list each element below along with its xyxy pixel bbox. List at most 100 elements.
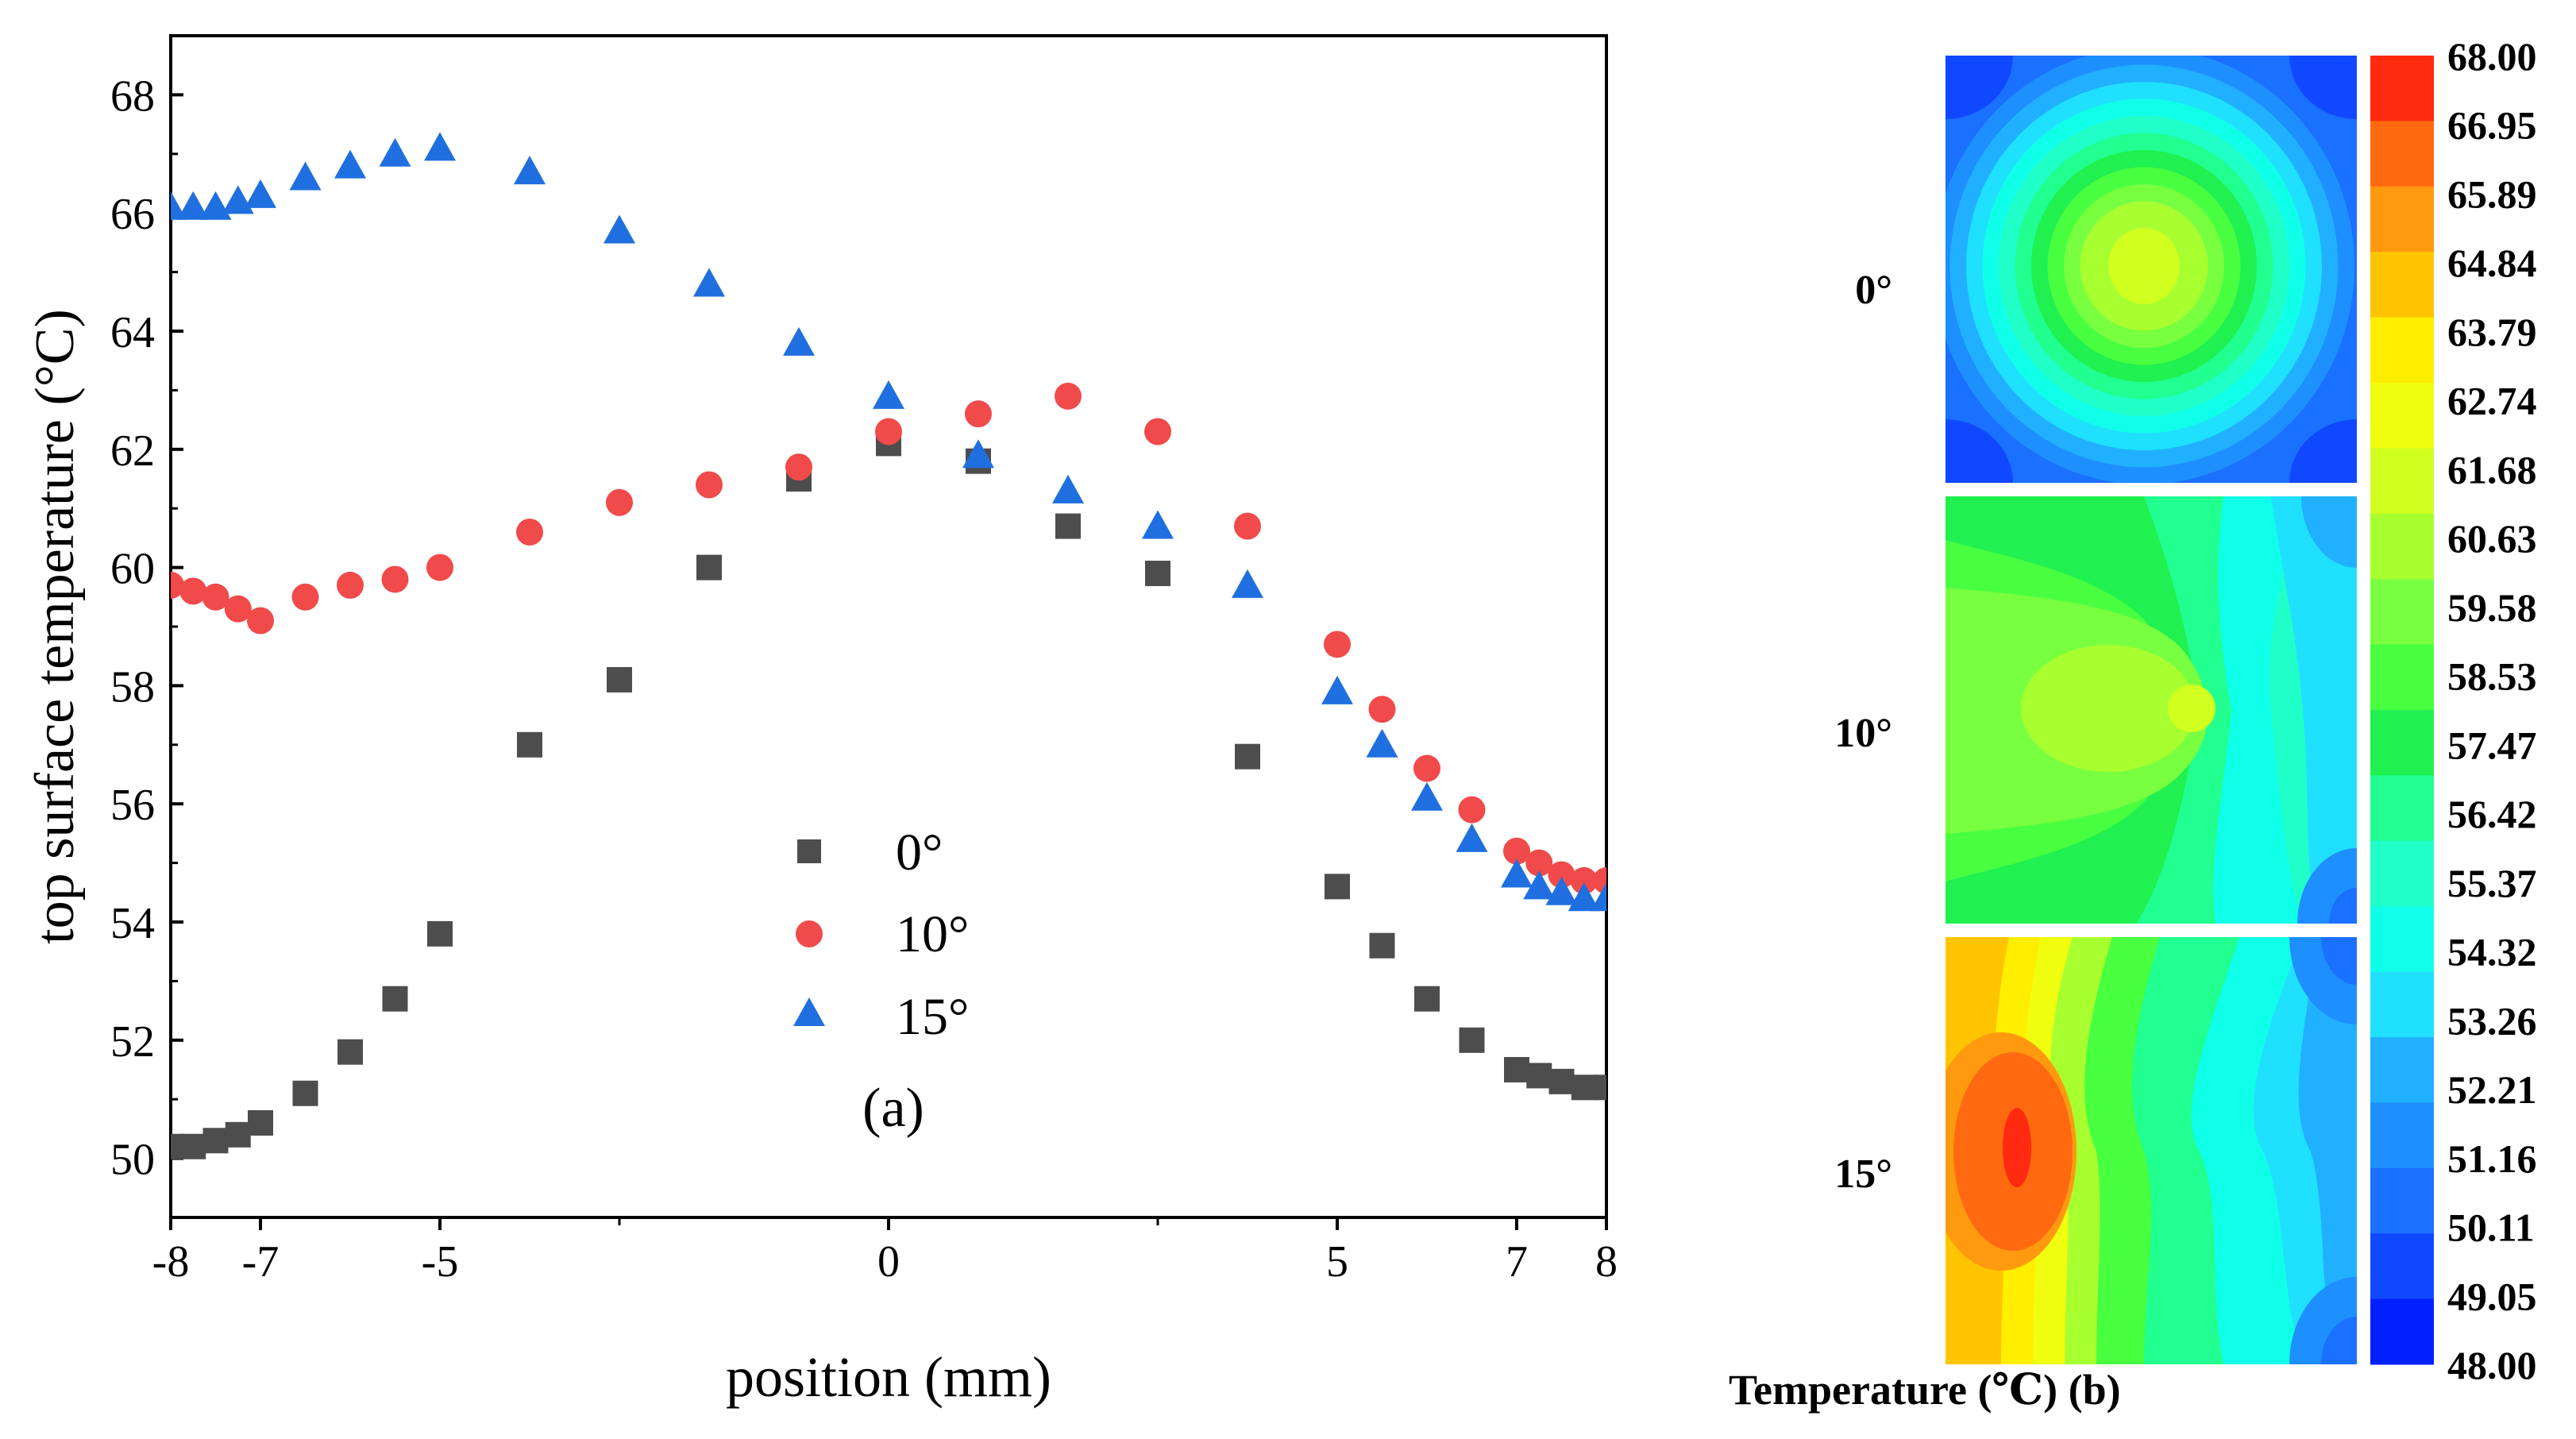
legend: 0° 10° 15° <box>793 824 969 1046</box>
marker-15deg <box>1456 823 1488 852</box>
marker-10deg <box>875 418 902 446</box>
marker-0deg <box>292 1080 318 1106</box>
colorbar-segment <box>2370 317 2434 384</box>
marker-0deg <box>337 1039 363 1065</box>
y-tick-label: 58 <box>110 662 155 712</box>
marker-15deg <box>424 132 456 161</box>
colorbar-segment <box>2370 710 2434 776</box>
marker-0deg <box>1571 1074 1597 1101</box>
colorbar-segment <box>2370 644 2434 711</box>
marker-15deg <box>289 161 322 191</box>
marker-0deg <box>1459 1027 1485 1053</box>
x-tick-label: -7 <box>242 1237 280 1287</box>
x-axis-ticks: -8 -7 -5 0 5 7 8 <box>152 1217 1618 1287</box>
map2-corner-br-deep <box>2321 1317 2357 1364</box>
marker-15deg <box>1545 876 1578 905</box>
colorbar-label: 60.63 <box>2447 516 2537 561</box>
marker-0deg <box>248 1109 273 1136</box>
marker-10deg <box>247 607 274 635</box>
x-tick-label: 0 <box>877 1237 900 1287</box>
marker-0deg <box>1594 1074 1606 1101</box>
marker-10deg <box>965 400 992 428</box>
colorbar-label: 51.16 <box>2447 1136 2537 1181</box>
marker-0deg <box>1504 1057 1529 1082</box>
colorbar-label: 63.79 <box>2447 310 2537 354</box>
heatmap-10deg <box>1945 496 2357 924</box>
colorbar-label: 59.58 <box>2447 585 2537 630</box>
marker-15deg <box>514 156 546 185</box>
marker-15deg <box>873 380 904 409</box>
map1-corner-br-deep <box>2329 888 2357 924</box>
x-axis-label: position (mm) <box>726 1345 1051 1409</box>
marker-15deg <box>1321 675 1353 704</box>
legend-marker-0deg <box>797 839 821 863</box>
colorbar-segment <box>2370 383 2434 449</box>
y-axis-label: top surface temperature (°C) <box>25 309 86 944</box>
marker-10deg <box>426 554 453 581</box>
colorbar-label: 54.32 <box>2447 930 2537 974</box>
colorbar-label: 57.47 <box>2447 723 2537 767</box>
marker-10deg <box>1234 512 1261 540</box>
colorbar-label: 58.53 <box>2447 654 2537 699</box>
map1-corner-tr <box>2301 496 2357 568</box>
y-axis-ticks: 50 52 54 56 58 60 62 64 66 68 <box>110 34 183 1219</box>
map0-corner-tl <box>1945 56 2013 119</box>
marker-10deg <box>1503 837 1530 865</box>
marker-10deg <box>291 583 319 611</box>
legend-marker-15deg <box>793 997 825 1026</box>
marker-15deg <box>962 439 994 469</box>
marker-10deg <box>1570 866 1598 894</box>
x-tick-label: 7 <box>1506 1237 1528 1287</box>
y-tick-label: 52 <box>110 1017 155 1067</box>
marker-15deg <box>1411 781 1443 811</box>
marker-10deg <box>1525 849 1553 877</box>
marker-15deg <box>177 191 210 220</box>
marker-15deg <box>199 191 232 220</box>
colorbar-label: 52.21 <box>2447 1067 2537 1112</box>
marker-10deg <box>1413 754 1440 782</box>
colorbar-label: 50.11 <box>2447 1206 2535 1250</box>
map0-corner-tr <box>2289 56 2357 119</box>
map2-hot-core <box>2003 1108 2031 1187</box>
marker-10deg <box>1548 861 1575 889</box>
marker-0deg <box>180 1133 206 1159</box>
colorbar-label: 61.68 <box>2447 447 2537 492</box>
marker-0deg <box>607 666 632 692</box>
marker-0deg <box>202 1128 229 1154</box>
marker-10deg <box>516 518 543 546</box>
heatmap-0deg <box>1945 56 2357 483</box>
colorbar-segment <box>2370 1037 2434 1103</box>
colorbar-segment <box>2370 56 2434 122</box>
marker-10deg <box>1324 631 1351 658</box>
colorbar-label: 66.95 <box>2447 103 2537 148</box>
map0-hot-core <box>2108 228 2180 304</box>
map0-corner-bl <box>1945 419 2013 483</box>
marker-0deg <box>171 1133 183 1159</box>
marker-15deg <box>1501 858 1533 888</box>
marker-0deg <box>1548 1068 1575 1094</box>
y-tick-label: 68 <box>110 71 155 121</box>
marker-0deg <box>1235 743 1260 770</box>
colorbar-segment <box>2370 186 2434 253</box>
marker-10deg <box>337 571 364 599</box>
marker-0deg <box>1369 932 1395 959</box>
marker-15deg <box>1052 474 1084 503</box>
marker-10deg <box>202 583 229 611</box>
y-tick-label: 54 <box>110 899 155 948</box>
colorbar-label: 56.42 <box>2447 792 2537 836</box>
marker-0deg <box>225 1121 251 1148</box>
colorbar-segment <box>2370 1167 2434 1234</box>
marker-0deg <box>1526 1063 1552 1089</box>
map2-corner-tr-deep <box>2321 937 2357 985</box>
marker-10deg <box>696 471 723 499</box>
colorbar <box>2370 56 2434 1365</box>
marker-10deg <box>224 595 252 623</box>
y-tick-label: 56 <box>110 781 155 830</box>
marker-0deg <box>382 986 408 1012</box>
colorbar-segment <box>2370 840 2434 907</box>
y-tick-label: 50 <box>110 1136 155 1185</box>
marker-15deg <box>1523 870 1556 900</box>
y-tick-label: 66 <box>110 190 155 239</box>
marker-0deg <box>1325 874 1350 900</box>
marker-15deg <box>783 326 815 356</box>
